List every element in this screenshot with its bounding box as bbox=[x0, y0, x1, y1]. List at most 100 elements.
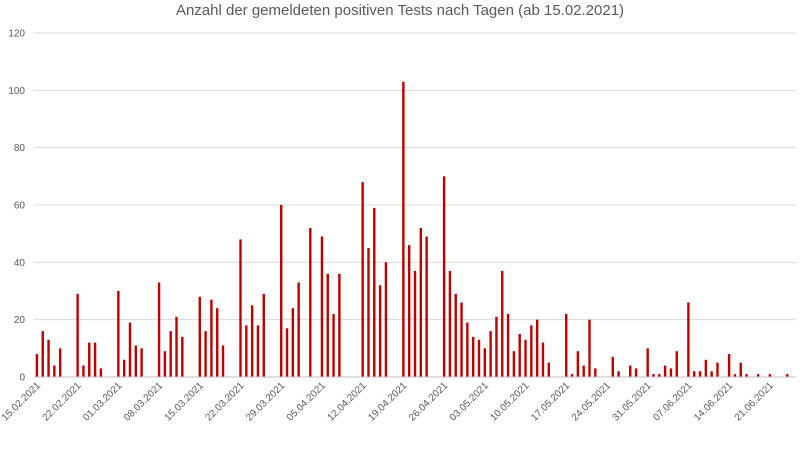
bar bbox=[506, 313, 510, 377]
x-tick-label: 22.02.2021 bbox=[41, 380, 84, 423]
x-tick-label: 24.05.2021 bbox=[570, 380, 613, 423]
bar bbox=[181, 336, 184, 377]
y-tick-label: 80 bbox=[14, 143, 26, 154]
bar bbox=[402, 81, 405, 377]
bar bbox=[99, 368, 103, 377]
x-tick-label: 01.03.2021 bbox=[81, 380, 124, 423]
bar bbox=[687, 302, 690, 377]
x-tick-label: 19.04.2021 bbox=[366, 380, 409, 423]
bar bbox=[117, 291, 120, 377]
bar bbox=[367, 248, 370, 377]
bar bbox=[710, 371, 713, 377]
bar bbox=[652, 374, 655, 377]
bar bbox=[35, 354, 39, 377]
x-tick-label: 17.05.2021 bbox=[529, 380, 572, 423]
x-tick-label: 03.05.2021 bbox=[448, 380, 491, 423]
bar bbox=[361, 182, 364, 377]
x-tick-label: 22.03.2021 bbox=[203, 380, 246, 423]
bar bbox=[454, 293, 457, 377]
bars bbox=[35, 81, 789, 377]
bar bbox=[309, 227, 312, 377]
bar bbox=[594, 368, 597, 377]
x-tick-label: 10.05.2021 bbox=[488, 380, 531, 423]
bar bbox=[745, 374, 748, 377]
bar bbox=[629, 365, 632, 377]
bar bbox=[280, 205, 283, 377]
bar bbox=[373, 207, 376, 377]
bar bbox=[768, 374, 772, 377]
bar bbox=[739, 362, 742, 377]
bar bbox=[541, 342, 545, 377]
bar bbox=[163, 351, 167, 377]
bar bbox=[617, 371, 620, 377]
bar bbox=[198, 296, 201, 377]
x-tick-label: 07.06.2021 bbox=[651, 380, 694, 423]
bar bbox=[524, 339, 527, 377]
bar bbox=[297, 282, 300, 377]
bar bbox=[140, 348, 143, 377]
bar bbox=[733, 374, 737, 377]
bar bbox=[483, 348, 487, 377]
bar bbox=[419, 227, 423, 377]
bar bbox=[76, 293, 79, 377]
bar bbox=[442, 176, 446, 377]
bar bbox=[495, 316, 498, 377]
bar bbox=[675, 351, 678, 377]
bar bbox=[204, 331, 207, 377]
bar bbox=[570, 374, 574, 377]
bar bbox=[285, 328, 289, 377]
x-tick-label: 31.05.2021 bbox=[611, 380, 654, 423]
bar bbox=[716, 362, 719, 377]
bar bbox=[698, 371, 702, 377]
bar bbox=[175, 316, 178, 377]
x-tick-label: 14.06.2021 bbox=[692, 380, 735, 423]
bar bbox=[291, 308, 295, 377]
y-axis-ticks: 0 20 40 60 80 100 120 bbox=[8, 29, 25, 384]
y-tick-label: 60 bbox=[14, 201, 26, 212]
y-tick-label: 40 bbox=[14, 258, 26, 269]
x-axis-ticks: 15.02.202122.02.202101.03.202108.03.2021… bbox=[0, 380, 776, 423]
x-tick-label: 05.04.2021 bbox=[285, 380, 328, 423]
bar bbox=[239, 239, 242, 377]
x-tick-label: 21.06.2021 bbox=[733, 380, 776, 423]
bar bbox=[489, 331, 492, 377]
bar bbox=[210, 299, 213, 377]
bar bbox=[47, 339, 50, 377]
bar bbox=[471, 336, 475, 377]
bar bbox=[460, 302, 463, 377]
bar bbox=[693, 371, 696, 377]
bar bbox=[157, 282, 161, 377]
bar bbox=[425, 236, 428, 377]
bar bbox=[663, 365, 667, 377]
bar bbox=[245, 325, 248, 377]
bar bbox=[82, 365, 85, 377]
bar bbox=[134, 345, 137, 377]
bar bbox=[413, 270, 417, 377]
bar bbox=[41, 331, 44, 377]
y-tick-label: 100 bbox=[8, 86, 25, 97]
bar bbox=[582, 365, 585, 377]
bar bbox=[338, 273, 341, 377]
bar bbox=[326, 273, 329, 377]
bar bbox=[547, 362, 550, 377]
bar bbox=[221, 345, 225, 377]
x-tick-label: 29.03.2021 bbox=[244, 380, 287, 423]
chart-title: Anzahl der gemeldeten positiven Tests na… bbox=[175, 2, 625, 19]
bar bbox=[250, 305, 254, 377]
bar bbox=[122, 359, 126, 377]
bar bbox=[93, 342, 97, 377]
bar bbox=[512, 351, 516, 377]
bar bbox=[477, 339, 481, 377]
bar bbox=[727, 354, 731, 377]
bar bbox=[332, 313, 335, 377]
bar bbox=[262, 293, 265, 377]
bar bbox=[658, 374, 661, 377]
bar bbox=[530, 325, 533, 377]
bar bbox=[565, 313, 568, 377]
bar bbox=[501, 270, 504, 377]
bar bbox=[756, 374, 760, 377]
bar bbox=[58, 348, 62, 377]
bar bbox=[88, 342, 91, 377]
